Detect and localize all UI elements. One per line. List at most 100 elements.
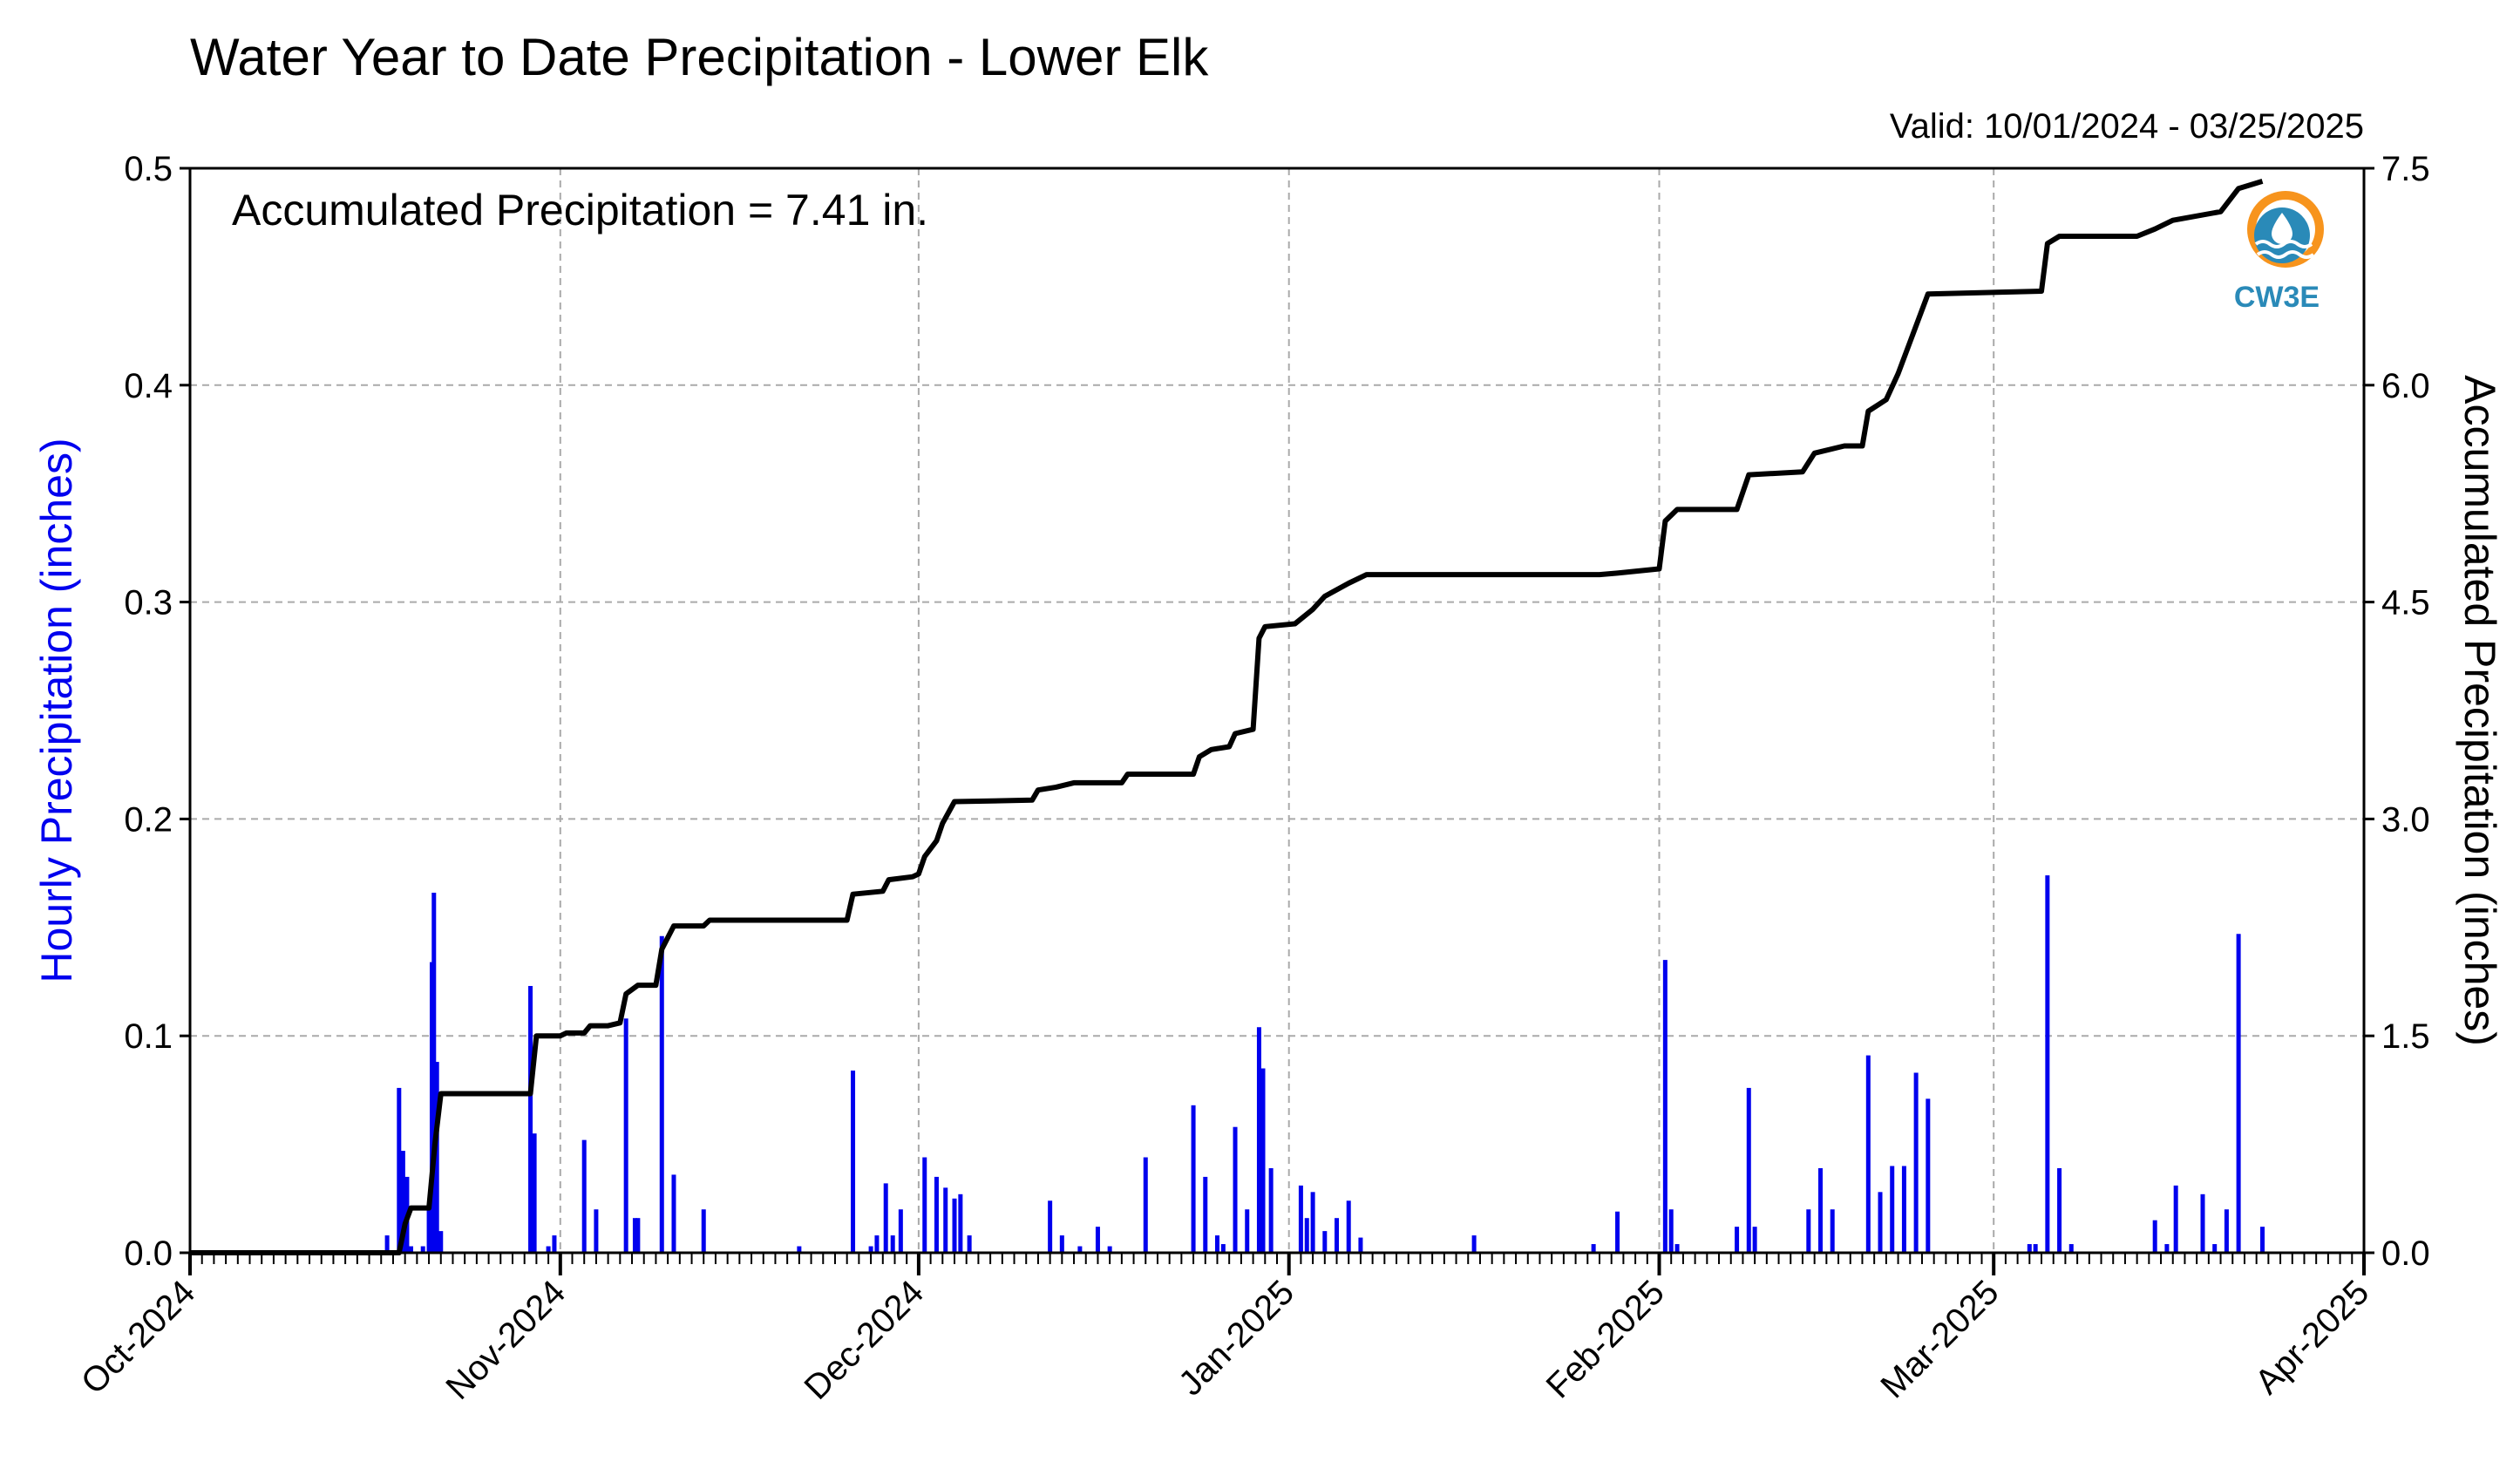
chart-title: Water Year to Date Precipitation - Lower… [190, 28, 1209, 86]
hourly-bar [868, 1246, 873, 1253]
hourly-bar [1358, 1237, 1363, 1253]
hourly-bar [1830, 1209, 1835, 1253]
hourly-bar [384, 1235, 390, 1253]
hourly-bar [2033, 1244, 2038, 1253]
accumulated-line-layer [190, 179, 2264, 1255]
x-tick-label: Nov-2024 [438, 1273, 573, 1407]
hourly-bar [1335, 1218, 1340, 1253]
hourly-bar [2027, 1244, 2032, 1253]
hourly-bar [528, 985, 533, 1253]
hourly-bar [623, 1018, 628, 1253]
hourly-bar [546, 1246, 551, 1253]
cw3e-logo: CW3E [2234, 191, 2324, 314]
left-y-tick-label: 0.4 [124, 367, 173, 405]
right-y-tick-label: 0.0 [2381, 1234, 2430, 1273]
hourly-bar [420, 1246, 425, 1253]
hourly-bar [2236, 934, 2241, 1253]
hourly-bar [851, 1071, 856, 1253]
hourly-bar [1818, 1167, 1823, 1253]
hourly-bar [2152, 1220, 2157, 1253]
hourly-bar [1077, 1246, 1083, 1253]
left-y-tick-label: 0.0 [124, 1234, 173, 1273]
hourly-bar [2212, 1244, 2218, 1253]
hourly-bar [581, 1139, 587, 1253]
hourly-bar [1890, 1166, 1895, 1253]
hourly-bar [1591, 1244, 1596, 1253]
valid-date-range: Valid: 10/01/2024 - 03/25/2025 [1890, 107, 2364, 146]
hourly-bar [434, 1062, 439, 1253]
hourly-bar [2045, 875, 2050, 1253]
x-tick-label: Oct-2024 [74, 1273, 202, 1401]
hourly-bar [1048, 1200, 1053, 1253]
x-tick-label: Jan-2025 [1172, 1273, 1301, 1403]
hourly-bar [400, 1151, 405, 1253]
left-axis-label: Hourly Precipitation (inches) [32, 438, 81, 983]
hourly-bar [1214, 1235, 1219, 1253]
hourly-bar [2057, 1167, 2062, 1253]
hourly-bar [1662, 960, 1668, 1253]
hourly-bar [1220, 1244, 1226, 1253]
hourly-bar [1260, 1068, 1266, 1253]
hourly-bar [1304, 1218, 1309, 1253]
right-y-tick-label: 6.0 [2381, 367, 2430, 405]
hourly-bar [890, 1235, 895, 1253]
accumulated-total-annotation: Accumulated Precipitation = 7.41 in. [232, 186, 928, 235]
x-axis: Oct-2024 Nov-2024 Dec-2024 Jan-2025 Feb-2025… [74, 1253, 2376, 1407]
hourly-bar [701, 1209, 706, 1253]
accumulated-precip-line [190, 179, 2264, 1255]
hourly-bar [397, 1087, 402, 1253]
hourly-bar [438, 1231, 444, 1253]
hourly-bar [659, 935, 664, 1253]
hourly-bar [635, 1218, 641, 1253]
right-axis-label: Accumulated Precipitation (inches) [2455, 375, 2504, 1046]
hourly-bar [1322, 1231, 1328, 1253]
hourly-bar [2260, 1227, 2265, 1253]
grid-lines [190, 168, 2364, 1253]
hourly-bar [1471, 1235, 1477, 1253]
hourly-bar [2173, 1185, 2178, 1253]
hourly-bar [922, 1157, 927, 1253]
hourly-bar [1346, 1200, 1351, 1253]
hourly-bar [1674, 1244, 1680, 1253]
hourly-bar [2224, 1209, 2229, 1253]
left-y-tick-label: 0.1 [124, 1017, 173, 1056]
hourly-bar [1233, 1126, 1238, 1253]
right-y-tick-label: 1.5 [2381, 1017, 2430, 1056]
hourly-bar [1268, 1167, 1274, 1253]
right-y-tick-label: 4.5 [2381, 584, 2430, 622]
hourly-bar [898, 1209, 903, 1253]
left-y-tick-label: 0.2 [124, 800, 173, 839]
hourly-bar [409, 1246, 414, 1253]
hourly-bar [1913, 1072, 1919, 1253]
right-y-tick-label: 7.5 [2381, 150, 2430, 188]
x-tick-label: Apr-2025 [2248, 1273, 2376, 1401]
hourly-bar [431, 892, 437, 1253]
x-tick-label: Feb-2025 [1539, 1273, 1672, 1405]
hourly-bar [1203, 1176, 1208, 1253]
hourly-bar [797, 1246, 802, 1253]
hourly-bar [1107, 1246, 1112, 1253]
left-y-tick-label: 0.5 [124, 150, 173, 188]
hourly-bar [1668, 1209, 1674, 1253]
hourly-bar [671, 1174, 676, 1253]
left-y-axis: 0.0 0.1 0.2 0.3 0.4 0.5 [124, 150, 190, 1273]
hourly-bar [2200, 1193, 2205, 1253]
hourly-bar [958, 1193, 963, 1253]
x-tick-label: Mar-2025 [1873, 1273, 2006, 1405]
hourly-bar [1746, 1087, 1751, 1253]
hourly-bar [1298, 1185, 1303, 1253]
hourly-bar [594, 1209, 599, 1253]
hourly-bar [934, 1176, 939, 1253]
hourly-bar [1752, 1227, 1757, 1253]
hourly-bar [1256, 1027, 1261, 1253]
hourly-bar [883, 1183, 888, 1253]
hourly-bar [1191, 1105, 1196, 1253]
right-y-axis: 0.0 1.5 3.0 4.5 6.0 7.5 [2364, 150, 2430, 1273]
hourly-bar [952, 1198, 957, 1253]
hourly-bar [532, 1133, 537, 1253]
hourly-bar [1735, 1227, 1740, 1253]
hourly-bars [384, 875, 2265, 1253]
hourly-bar [1143, 1157, 1148, 1253]
left-y-tick-label: 0.3 [124, 584, 173, 622]
